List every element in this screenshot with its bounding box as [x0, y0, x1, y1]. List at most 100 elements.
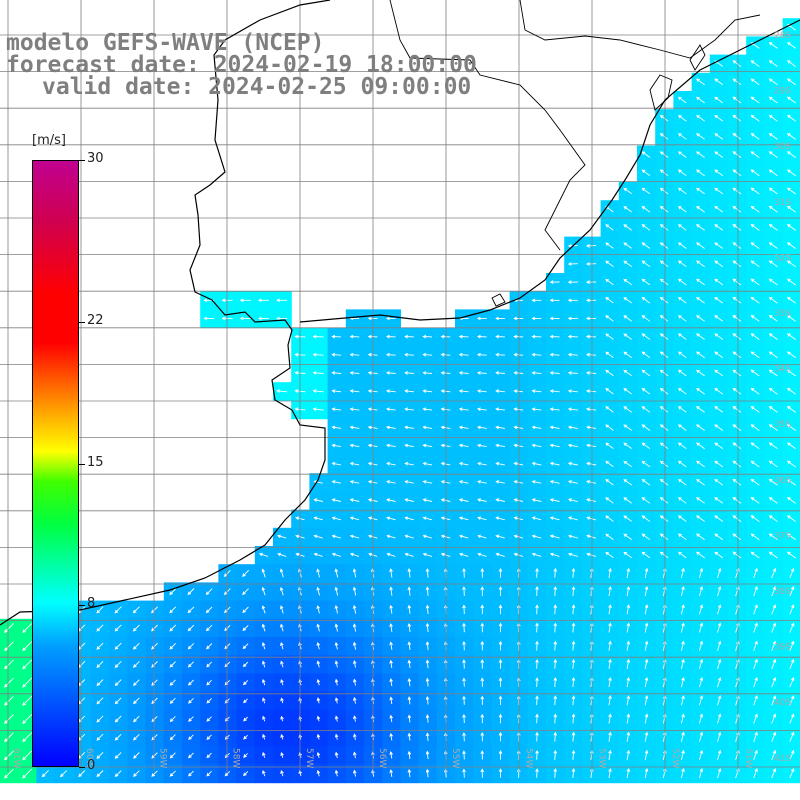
wind-arrow — [549, 443, 560, 448]
wind-cell — [782, 163, 800, 183]
wind-arrow — [677, 278, 687, 286]
wind-arrow — [495, 389, 505, 393]
wind-arrow — [659, 278, 669, 286]
wind-arrow — [59, 770, 68, 778]
wind-arrow — [334, 586, 339, 596]
wind-arrow — [605, 497, 614, 504]
wind-arrow — [732, 260, 742, 268]
wind-arrow — [389, 623, 393, 632]
wind-arrow — [531, 461, 542, 466]
wind-arrow — [223, 569, 231, 577]
wind-arrow — [407, 586, 412, 596]
wind-arrow — [626, 713, 631, 724]
wind-arrow — [714, 315, 724, 322]
wind-arrow — [698, 731, 704, 742]
wind-arrow — [677, 478, 687, 486]
wind-arrow — [768, 460, 778, 468]
wind-arrow — [714, 114, 724, 122]
wind-arrow — [605, 297, 614, 304]
wind-arrow — [732, 187, 742, 195]
wind-arrow — [495, 407, 505, 412]
latitude-label: 36S — [774, 476, 791, 486]
wind-arrow — [717, 622, 722, 633]
wind-arrow — [626, 767, 631, 779]
wind-arrow — [261, 605, 266, 614]
wind-arrow — [261, 641, 266, 650]
wind-arrow — [96, 606, 104, 614]
wind-arrow — [531, 371, 542, 375]
patos-lagoon — [649, 74, 673, 111]
wind-arrow — [316, 605, 320, 614]
wind-arrow — [422, 516, 433, 521]
wind-arrow — [626, 658, 631, 669]
wind-arrow — [169, 679, 176, 686]
wind-arrow — [385, 352, 396, 357]
wind-arrow — [750, 151, 760, 158]
valid-date: valid date: 2024-02-25 09:00:00 — [42, 74, 472, 100]
wind-arrow — [605, 551, 614, 559]
wind-arrow — [316, 660, 321, 668]
wind-arrow — [696, 114, 705, 122]
wind-arrow — [331, 425, 342, 430]
wind-arrow — [586, 461, 597, 466]
wind-arrow — [349, 425, 360, 430]
wind-arrow — [571, 604, 576, 615]
wind-arrow — [750, 497, 760, 504]
wind-arrow — [476, 407, 487, 412]
wind-arrow — [698, 677, 704, 688]
wind-arrow — [789, 731, 795, 742]
wind-arrow — [732, 551, 742, 559]
wind-arrow — [480, 731, 485, 742]
wind-arrow — [531, 389, 542, 393]
wind-arrow — [641, 551, 651, 559]
wind-arrow — [714, 478, 724, 486]
wind-arrow — [717, 640, 722, 651]
wind-arrow — [677, 224, 687, 231]
wind-arrow — [714, 424, 724, 431]
wind-arrow — [459, 552, 469, 557]
wind-arrow — [732, 296, 742, 304]
wind-arrow — [331, 534, 342, 539]
wind-arrow — [750, 369, 760, 377]
wind-arrow — [257, 298, 269, 303]
wind-arrow — [498, 604, 503, 615]
wind-arrow — [696, 151, 705, 158]
wind-arrow — [608, 658, 612, 669]
wind-arrow — [605, 224, 614, 231]
longitude-label: 51W — [743, 748, 753, 768]
wind-arrow — [698, 567, 704, 579]
wind-arrow — [331, 480, 342, 484]
wind-arrow — [404, 498, 414, 502]
wind-arrow — [422, 371, 433, 375]
wind-arrow — [133, 679, 140, 686]
wind-arrow — [786, 369, 796, 377]
wind-arrow — [476, 316, 487, 321]
wind-arrow — [659, 260, 669, 268]
wind-arrow — [585, 280, 597, 284]
wind-arrow — [312, 352, 324, 357]
wind-arrow — [422, 461, 433, 466]
wind-arrow — [641, 478, 651, 486]
wind-arrow — [349, 371, 360, 375]
wind-arrow — [224, 770, 231, 777]
wind-arrow — [768, 224, 778, 231]
wind-arrow — [567, 425, 578, 430]
wind-arrow — [732, 497, 742, 504]
wind-arrow — [169, 734, 176, 741]
wind-arrow — [750, 533, 760, 541]
wind-arrow — [389, 678, 393, 687]
wind-arrow — [462, 640, 466, 651]
wind-arrow — [331, 334, 342, 339]
wind-arrow — [753, 768, 758, 779]
wind-arrow — [641, 497, 651, 504]
colorbar-tick-label: 30 — [87, 151, 104, 166]
wind-arrow — [96, 770, 104, 778]
wind-arrow — [659, 133, 669, 140]
wind-arrow — [462, 750, 466, 760]
latitude-label: 40S — [774, 698, 791, 708]
wind-arrow — [750, 424, 760, 431]
wind-arrow — [334, 769, 339, 777]
wind-arrow — [680, 676, 685, 688]
wind-arrow — [495, 334, 505, 339]
wind-arrow — [531, 552, 542, 557]
